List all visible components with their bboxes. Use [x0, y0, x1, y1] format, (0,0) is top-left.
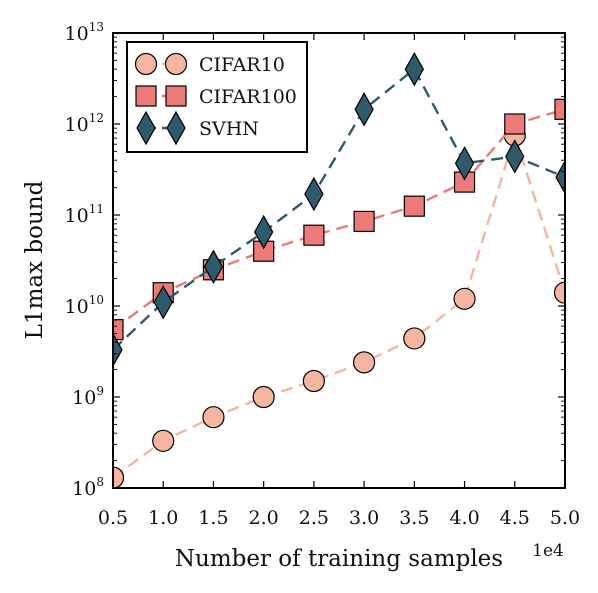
x-tick-label: 5.0 — [550, 507, 580, 529]
data-point-svhn — [454, 146, 475, 181]
data-point-cifar100 — [403, 195, 425, 217]
x-tick-label: 2.0 — [249, 507, 279, 529]
x-tick-label: 1.0 — [148, 507, 178, 529]
legend-label: CIFAR100 — [199, 86, 297, 108]
series-cifar10 — [113, 124, 565, 488]
y-tick-label: 108 — [72, 475, 104, 500]
data-point-cifar10 — [453, 287, 476, 310]
x-tick-label: 0.5 — [98, 507, 128, 529]
legend-box — [126, 41, 308, 153]
x-axis-label: Number of training samples — [175, 546, 503, 572]
y-tick-label: 1011 — [65, 202, 104, 227]
data-point-svhn — [555, 160, 565, 195]
series-svhn — [113, 51, 565, 368]
data-point-cifar100 — [303, 224, 325, 246]
series-line-cifar100 — [113, 108, 565, 331]
data-point-cifar100 — [353, 210, 375, 233]
data-point-svhn — [404, 51, 425, 87]
data-point-cifar10 — [202, 406, 225, 429]
legend-marker — [135, 85, 157, 107]
legend-marker — [165, 85, 187, 107]
legend-item-svhn: SVHN — [136, 110, 259, 146]
data-point-cifar10 — [113, 466, 125, 488]
data-point-cifar100 — [113, 319, 124, 341]
x-tick-label: 1.5 — [198, 507, 228, 529]
data-point-svhn — [203, 249, 224, 284]
x-tick-label: 3.0 — [349, 507, 379, 529]
data-point-svhn — [304, 176, 324, 212]
data-point-svhn — [153, 285, 173, 320]
data-point-cifar10 — [403, 327, 426, 350]
legend-marker — [164, 52, 188, 76]
x-tick-label: 3.5 — [399, 507, 429, 529]
x-tick-label: 2.5 — [299, 507, 329, 529]
legend-item-cifar100: CIFAR100 — [135, 85, 297, 108]
data-point-svhn — [354, 92, 374, 127]
plot-frame — [112, 32, 566, 489]
data-point-cifar10 — [152, 429, 175, 452]
ticks-layer: 0.5 1.0 1.5 2.0 2.5 3.0 3.5 4.0 4.5 5.0 108 109 1010… — [65, 20, 581, 529]
data-point-cifar10 — [553, 281, 565, 304]
data-point-cifar100 — [554, 98, 565, 120]
y-tick-label: 109 — [72, 384, 104, 409]
data-point-cifar100 — [504, 113, 526, 135]
series-line-svhn — [113, 67, 565, 351]
x-tick-label: 4.5 — [500, 507, 530, 529]
y-tick-label: 1010 — [65, 293, 104, 318]
data-point-cifar10 — [302, 369, 325, 393]
y-axis-label: L1max bound — [22, 180, 48, 339]
legend-label: SVHN — [199, 118, 259, 140]
data-point-svhn — [505, 139, 525, 174]
x-axis-offset-label: 1e4 — [532, 541, 564, 561]
legend-marker — [166, 110, 186, 146]
series-line-cifar10 — [113, 131, 565, 479]
y-tick-label: 1012 — [65, 111, 104, 136]
data-point-cifar10 — [353, 351, 376, 374]
legend-label: CIFAR10 — [199, 54, 285, 76]
y-tick-label: 1013 — [65, 20, 104, 45]
legend: CIFAR10 CIFAR100 SVHN — [126, 41, 308, 153]
x-tick-label: 4.0 — [449, 507, 479, 529]
legend-marker — [134, 52, 158, 76]
legend-item-cifar10: CIFAR10 — [134, 52, 285, 76]
data-point-svhn — [253, 214, 274, 250]
data-point-cifar10 — [252, 385, 275, 409]
series-layer — [113, 51, 565, 488]
legend-marker — [136, 110, 156, 146]
